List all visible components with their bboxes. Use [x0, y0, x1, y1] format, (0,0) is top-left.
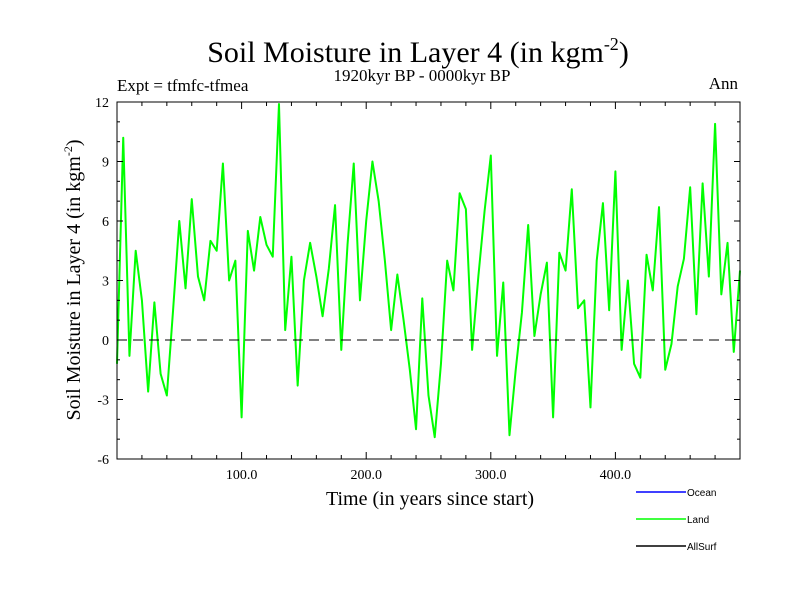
legend-label-allsurf: AllSurf	[687, 542, 717, 553]
season-label: Ann	[709, 74, 739, 93]
y-axis-label-close: )	[63, 139, 85, 146]
series-line-land	[116, 102, 741, 439]
y-tick-label: -6	[97, 453, 109, 468]
experiment-label: Expt = tfmfc-tfmea	[117, 76, 249, 95]
y-axis-label: Soil Moisture in Layer 4 (in kgm-2)	[61, 139, 85, 420]
y-tick-label: 0	[102, 334, 109, 349]
plot-frame-layer	[116, 101, 741, 460]
tick-layer: -6 -3 0 3 6 9 12 100.0 200.0 300.0 400.0	[95, 96, 740, 483]
x-tick-label: 300.0	[475, 468, 507, 483]
y-axis-label-sup: -2	[61, 146, 75, 156]
x-tick-label: 400.0	[600, 468, 632, 483]
chart-title: Soil Moisture in Layer 4 (in kgm-2)	[207, 34, 629, 69]
chart-subtitle: 1920kyr BP - 0000kyr BP	[334, 66, 511, 85]
series-layer	[116, 102, 741, 439]
y-tick-label: 3	[102, 275, 109, 290]
plot-frame	[116, 101, 741, 460]
x-tick-label: 100.0	[226, 468, 258, 483]
legend: Ocean Land AllSurf	[636, 488, 717, 553]
x-tick-label: 200.0	[350, 468, 382, 483]
chart-title-close: )	[619, 36, 629, 69]
y-tick-label: 12	[95, 96, 109, 111]
y-tick-label: 9	[102, 156, 109, 171]
legend-label-land: Land	[687, 515, 709, 526]
legend-label-ocean: Ocean	[687, 488, 716, 499]
chart-title-sup: -2	[604, 34, 619, 54]
y-tick-label: -3	[97, 394, 109, 409]
x-axis-label: Time (in years since start)	[326, 488, 534, 510]
y-axis-label-main: Soil Moisture in Layer 4 (in kgm	[63, 156, 85, 421]
chart-title-main: Soil Moisture in Layer 4 (in kgm	[207, 36, 604, 69]
y-tick-label: 6	[102, 215, 109, 230]
